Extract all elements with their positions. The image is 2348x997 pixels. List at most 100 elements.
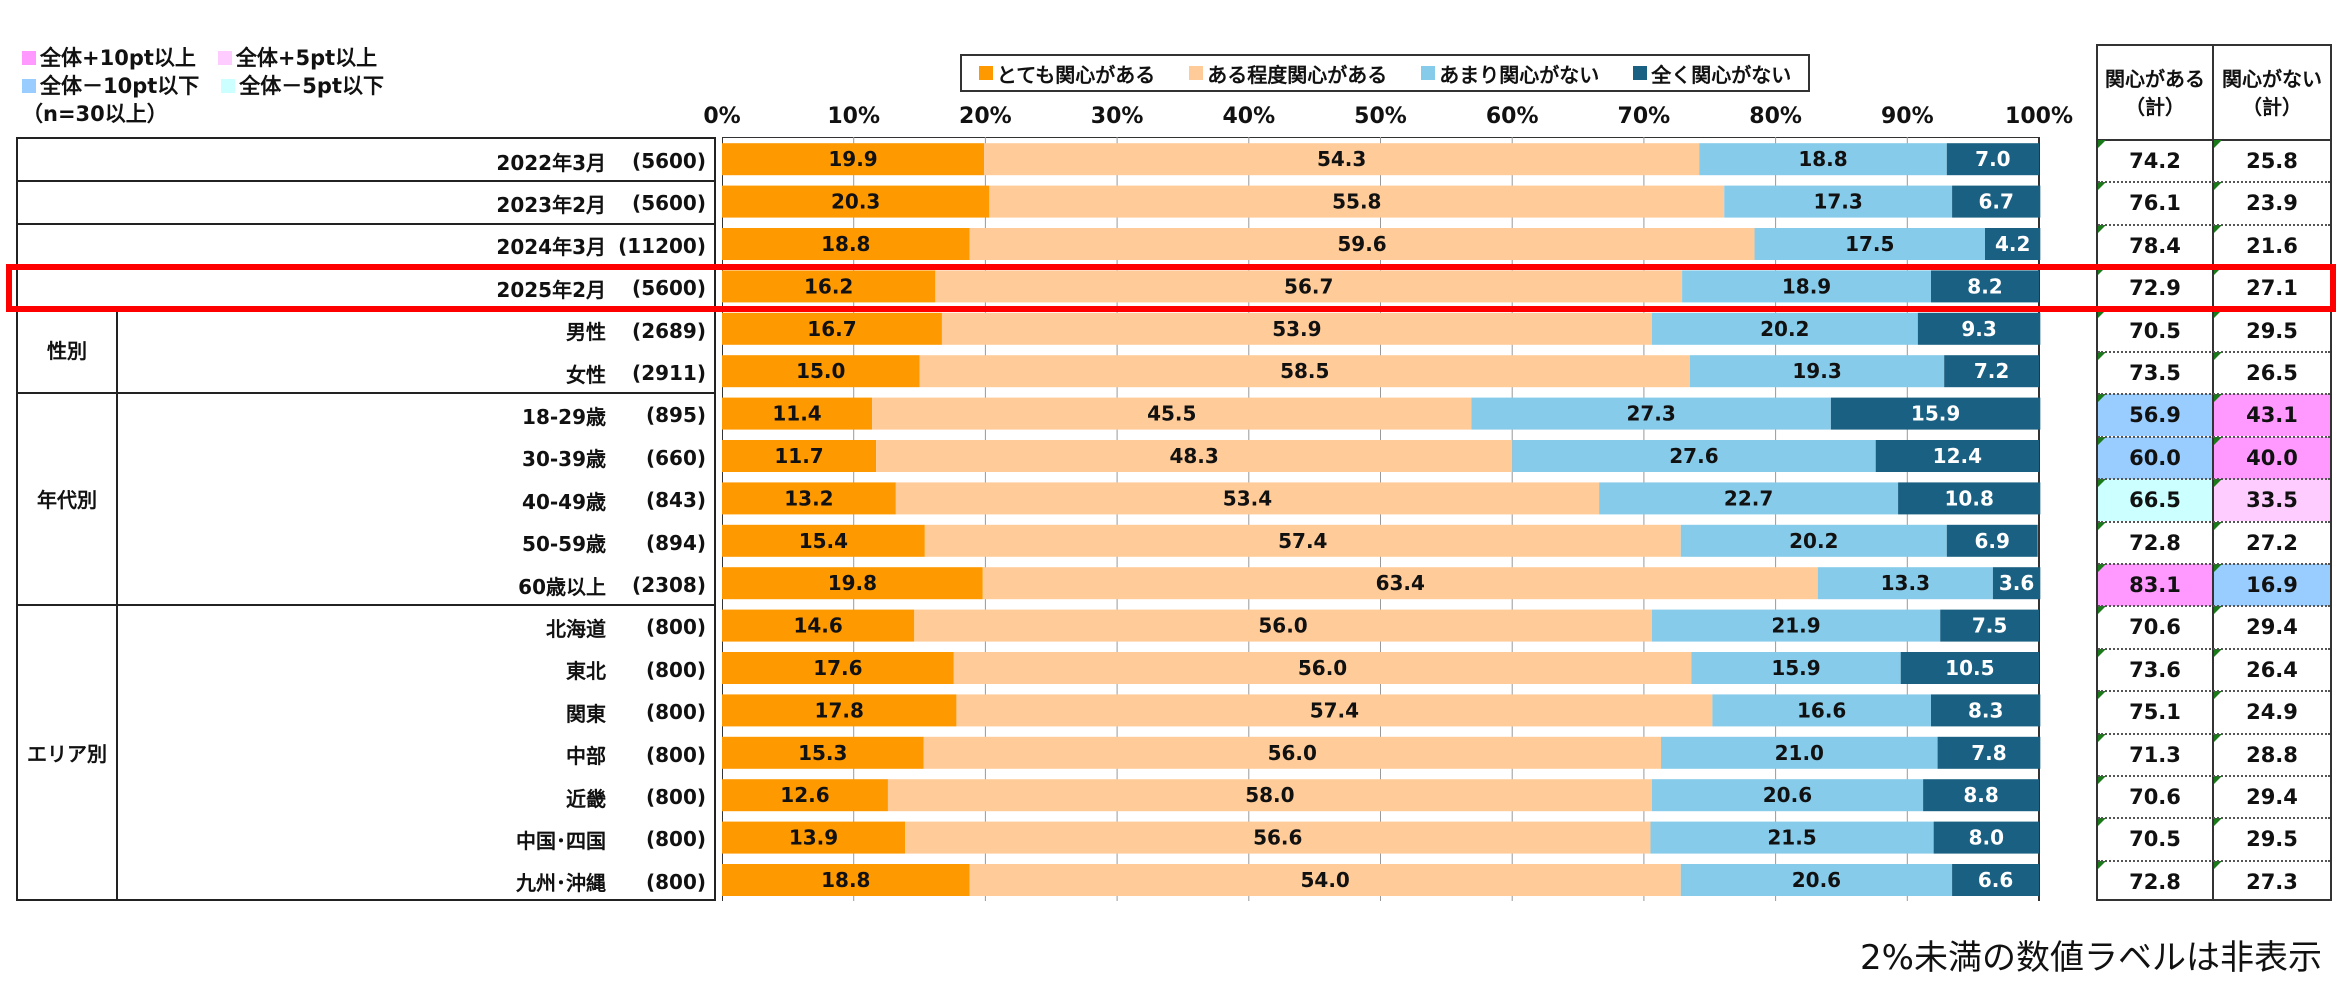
bar-value-label: 20.2 bbox=[1760, 317, 1809, 341]
group-divider bbox=[18, 604, 714, 607]
row-label: 中国･四国 (800) bbox=[516, 818, 706, 860]
bar-segment bbox=[1946, 143, 2039, 176]
row-label: 中部 (800) bbox=[566, 734, 706, 776]
total-value: 66.5 bbox=[2129, 488, 2181, 513]
total-value: 78.4 bbox=[2129, 233, 2181, 258]
total-value: 60.0 bbox=[2129, 445, 2181, 470]
bar-value-label: 14.6 bbox=[793, 614, 842, 638]
total-not-interested-cell: 29.5 bbox=[2214, 818, 2330, 860]
cell-marker-icon bbox=[2098, 394, 2106, 403]
bar-value-label: 4.2 bbox=[1995, 232, 2030, 256]
header-label: 関心がある bbox=[2105, 66, 2205, 91]
bar-segment bbox=[984, 143, 1700, 176]
bar-segment bbox=[1992, 567, 2041, 600]
bar-segment bbox=[876, 440, 1513, 472]
legend-item-3: 全く関心がない bbox=[1633, 59, 1791, 88]
row-divider bbox=[2098, 478, 2330, 481]
bar-value-label: 16.2 bbox=[804, 274, 853, 298]
row-divider bbox=[2098, 647, 2330, 650]
group-label: エリア別 bbox=[18, 604, 118, 902]
chart-legend: とても関心がある ある程度関心がある あまり関心がない 全く関心がない bbox=[960, 54, 1810, 92]
row-sample-size: (5600) bbox=[632, 149, 706, 173]
total-not-interested-cell: 23.9 bbox=[2214, 182, 2330, 224]
legend-label: とても関心がある bbox=[996, 62, 1156, 87]
row-label-text: 北海道 bbox=[546, 616, 606, 641]
row-sample-size: (2911) bbox=[632, 361, 706, 385]
cell-marker-icon bbox=[2214, 436, 2222, 445]
bar-value-label: 10.5 bbox=[1945, 656, 1994, 680]
bar-value-label: 8.8 bbox=[1963, 783, 1998, 807]
bar-value-label: 53.4 bbox=[1223, 486, 1272, 510]
cell-marker-icon bbox=[2098, 352, 2106, 360]
total-interested-cell: 72.9 bbox=[2098, 267, 2212, 309]
row-label: 2024年3月 (11200) bbox=[496, 225, 706, 267]
row-label: 2025年2月 (5600) bbox=[496, 267, 706, 309]
hl-legend-label: 全体－5pt以下 bbox=[239, 74, 384, 98]
row-divider bbox=[2098, 775, 2330, 777]
row-label: 北海道 (800) bbox=[546, 606, 706, 648]
bar-value-label: 19.9 bbox=[828, 147, 877, 171]
totals-table: 関心がある （計） 関心がない （計） 74.2 25.8 76.1 23.9 78.4… bbox=[2096, 44, 2332, 901]
x-tick-label: 70% bbox=[1617, 104, 1671, 129]
bar-segment bbox=[969, 864, 1681, 896]
bar-value-label: 8.0 bbox=[1969, 826, 2004, 850]
hl-legend-item-minus10: 全体－10pt以下 bbox=[22, 72, 199, 100]
total-not-interested-cell: 24.9 bbox=[2214, 691, 2330, 733]
cell-marker-icon bbox=[2214, 224, 2222, 233]
row-sample-size: (5600) bbox=[632, 191, 706, 216]
bar-segment bbox=[953, 652, 1692, 684]
cell-marker-icon bbox=[2214, 564, 2222, 572]
bar-segment bbox=[982, 567, 1818, 600]
cell-marker-icon bbox=[2098, 606, 2106, 615]
bar-value-label: 56.0 bbox=[1258, 614, 1307, 638]
total-not-interested-cell: 16.9 bbox=[2214, 564, 2330, 606]
bar-segment bbox=[919, 355, 1690, 388]
bar-value-label: 15.9 bbox=[1771, 656, 1820, 680]
bar-value-label: 56.6 bbox=[1253, 826, 1302, 850]
x-tick-label: 30% bbox=[1090, 104, 1144, 129]
total-value: 29.4 bbox=[2246, 785, 2298, 809]
bar-segment bbox=[1952, 864, 2039, 896]
bar-value-label: 20.6 bbox=[1763, 783, 1812, 807]
bar-value-label: 63.4 bbox=[1376, 571, 1425, 595]
cell-marker-icon bbox=[2214, 860, 2222, 869]
row-label-text: 40-49歳 bbox=[522, 489, 606, 514]
total-interested-cell: 83.1 bbox=[2098, 564, 2212, 606]
bar-segment bbox=[722, 652, 954, 684]
total-interested-cell: 66.5 bbox=[2098, 479, 2212, 522]
bar-segment bbox=[1875, 440, 2039, 472]
row-label-text: 2023年2月 bbox=[496, 192, 606, 217]
total-interested-cell: 73.5 bbox=[2098, 352, 2212, 394]
x-tick-label: 50% bbox=[1354, 104, 1407, 129]
total-value: 73.6 bbox=[2129, 657, 2181, 682]
bar-segment bbox=[1689, 355, 1945, 388]
total-value: 74.2 bbox=[2129, 149, 2181, 173]
bar-value-label: 12.6 bbox=[780, 783, 829, 807]
row-label: 近畿 (800) bbox=[566, 776, 706, 818]
cell-marker-icon bbox=[2214, 521, 2222, 530]
total-interested-cell: 76.1 bbox=[2098, 182, 2212, 224]
cell-marker-icon bbox=[2214, 691, 2222, 700]
bar-value-label: 7.8 bbox=[1971, 741, 2006, 765]
bar-segment bbox=[1754, 228, 1986, 260]
row-sample-size: (800) bbox=[645, 615, 706, 640]
bar-value-label: 54.3 bbox=[1317, 147, 1366, 171]
row-label: 40-49歳 (843) bbox=[522, 479, 706, 521]
bar-value-label: 17.8 bbox=[815, 698, 864, 722]
total-interested-cell: 75.1 bbox=[2098, 691, 2212, 733]
stacked-bar-chart: 19.9 54.3 18.8 7.0 20.3 55.8 17.3 6.7 18.8 59.6 17… bbox=[722, 137, 2042, 901]
bar-segment bbox=[1946, 524, 2038, 557]
bar-segment bbox=[722, 270, 936, 303]
total-value: 24.9 bbox=[2246, 700, 2298, 725]
bar-value-label: 22.7 bbox=[1724, 486, 1773, 510]
row-sample-size: (800) bbox=[645, 827, 706, 852]
bar-segment bbox=[1650, 821, 1934, 854]
bar-value-label: 7.5 bbox=[1972, 614, 2007, 638]
hl-legend-item-plus10: 全体+10pt以上 bbox=[22, 44, 196, 72]
total-value: 72.9 bbox=[2129, 276, 2181, 301]
bar-value-label: 20.2 bbox=[1789, 529, 1838, 553]
bar-segment bbox=[923, 736, 1662, 769]
row-divider bbox=[2098, 859, 2330, 862]
total-value: 29.5 bbox=[2246, 318, 2298, 343]
bar-segment bbox=[1952, 185, 2041, 218]
